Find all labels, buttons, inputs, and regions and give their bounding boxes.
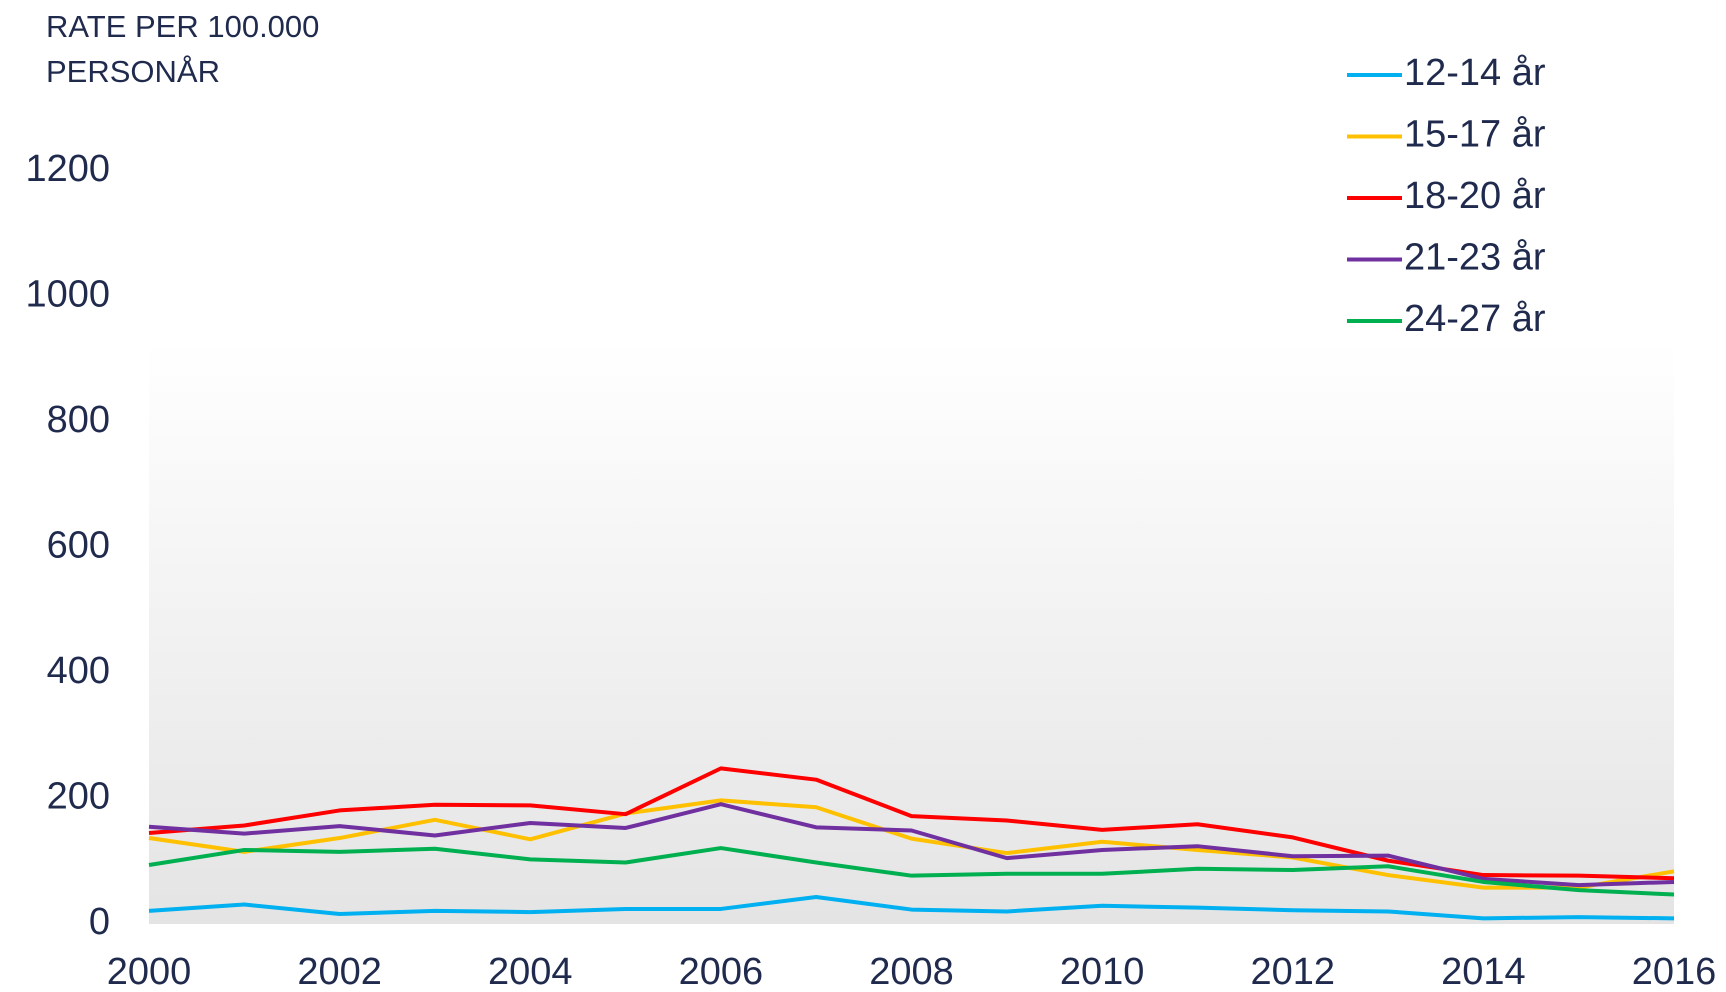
- x-tick-label: 2012: [1250, 951, 1335, 992]
- x-tick-label: 2002: [297, 951, 382, 992]
- legend-label: 18-20 år: [1404, 175, 1546, 217]
- x-tick-label: 2004: [488, 951, 573, 992]
- x-tick-label: 2000: [107, 951, 192, 992]
- y-axis-label: RATE PER 100.000: [46, 9, 319, 44]
- x-tick-label: 2014: [1441, 951, 1526, 992]
- series-line: [148, 766, 1675, 881]
- series-line: [148, 846, 1675, 897]
- y-tick-label: 600: [47, 525, 110, 567]
- x-tick-label: 2008: [869, 951, 954, 992]
- y-tick-label: 800: [47, 399, 110, 441]
- y-tick-label: 200: [47, 776, 110, 818]
- legend-label: 24-27 år: [1404, 298, 1546, 340]
- legend-label: 21-23 år: [1404, 237, 1546, 279]
- y-tick-label: 1200: [25, 148, 110, 190]
- series-line: [148, 798, 1675, 890]
- x-tick-label: 2016: [1632, 951, 1717, 992]
- x-tick-label: 2006: [679, 951, 764, 992]
- legend-label: 12-14 år: [1404, 52, 1546, 94]
- legend-label: 15-17 år: [1404, 114, 1546, 156]
- y-tick-label: 1000: [25, 274, 110, 316]
- y-axis-label: PERSONÅR: [46, 54, 220, 89]
- x-tick-label: 2010: [1060, 951, 1145, 992]
- y-tick-label: 400: [47, 650, 110, 692]
- series-line: [148, 802, 1675, 888]
- y-tick-label: 0: [89, 901, 110, 943]
- series-line: [148, 895, 1675, 921]
